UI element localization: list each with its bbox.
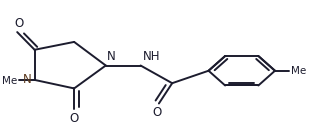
Text: NH: NH	[143, 50, 161, 63]
Text: Me: Me	[291, 66, 306, 76]
Text: O: O	[14, 17, 23, 30]
Text: N: N	[107, 50, 116, 63]
Text: O: O	[153, 106, 162, 119]
Text: N: N	[23, 73, 31, 86]
Text: Me: Me	[2, 76, 17, 86]
Text: O: O	[70, 112, 79, 125]
